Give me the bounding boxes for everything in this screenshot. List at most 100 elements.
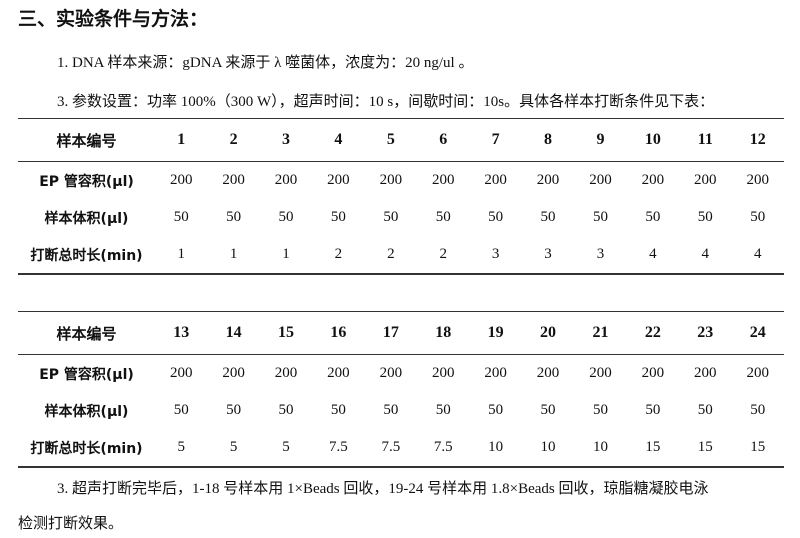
cell-value: 200 — [169, 172, 193, 188]
cell-value: 200 — [431, 365, 455, 381]
cell-value: 200 — [746, 365, 769, 381]
cell-value: 50 — [750, 209, 766, 225]
sample-id: 17 — [364, 311, 418, 355]
cell-value: 3 — [544, 246, 552, 262]
cell-value: 50 — [645, 402, 661, 418]
cell-value: 200 — [589, 172, 612, 188]
cell-value: 200 — [641, 172, 665, 188]
row-label: 样本体积(μl) — [44, 403, 129, 420]
cell-value: 50 — [173, 209, 189, 225]
cell-value: 50 — [488, 402, 504, 418]
table-header-row: 样本编号 1 2 3 4 5 6 7 8 9 10 11 12 — [18, 118, 784, 162]
cell-value: 50 — [750, 402, 766, 418]
cell-value: 10 — [540, 439, 556, 455]
conditions-table-2: 样本编号 13 14 15 16 17 18 19 20 21 22 23 24 EP 管容积(μl) 20… — [18, 311, 784, 468]
cell-value: 7.5 — [433, 439, 453, 455]
cell-value: 50 — [435, 209, 451, 225]
cell-value: 4 — [753, 246, 762, 262]
cell-value: 200 — [694, 365, 717, 381]
row-label: EP 管容积(μl) — [39, 173, 134, 190]
cell-value: 200 — [641, 365, 665, 381]
cell-value: 50 — [226, 402, 242, 418]
sample-id: 24 — [731, 311, 784, 355]
cell-value: 50 — [383, 402, 399, 418]
cell-value: 200 — [169, 365, 193, 381]
cell-value: 200 — [222, 365, 245, 381]
cell-value: 50 — [226, 209, 242, 225]
cell-value: 50 — [540, 402, 556, 418]
cell-value: 2 — [387, 246, 395, 262]
cell-value: 5 — [229, 439, 238, 455]
table-row: 样本体积(μl) 50 50 50 50 50 50 50 50 50 50 50 50 — [18, 199, 784, 236]
sample-id: 9 — [574, 118, 627, 162]
sample-id: 7 — [469, 118, 522, 162]
sample-id: 22 — [626, 311, 680, 355]
table-row: EP 管容积(μl) 200 200 200 200 200 200 200 200 200 200… — [18, 162, 784, 200]
cell-value: 50 — [383, 209, 399, 225]
cell-value: 200 — [379, 365, 403, 381]
sample-id: 12 — [731, 118, 784, 162]
cell-value: 50 — [592, 402, 608, 418]
row-label: 样本体积(μl) — [44, 210, 129, 227]
sample-id: 8 — [521, 118, 575, 162]
sample-id: 10 — [626, 118, 680, 162]
cell-value: 50 — [592, 209, 608, 225]
cell-value: 50 — [278, 209, 294, 225]
cell-value: 200 — [484, 365, 507, 381]
conditions-table-1: 样本编号 1 2 3 4 5 6 7 8 9 10 11 12 EP 管容积(μl) 200 200 200 20… — [18, 118, 784, 275]
sample-id: 20 — [521, 311, 575, 355]
sample-id: 19 — [469, 311, 522, 355]
cell-value: 50 — [173, 402, 189, 418]
cell-value: 50 — [697, 209, 713, 225]
cell-value: 50 — [540, 209, 556, 225]
row-label: 打断总时长(min) — [30, 247, 143, 264]
cell-value: 200 — [589, 365, 612, 381]
cell-value: 4 — [701, 246, 710, 262]
cell-value: 15 — [750, 439, 766, 455]
sample-id: 21 — [574, 311, 627, 355]
sample-id: 6 — [417, 118, 470, 162]
table-row: EP 管容积(μl) 200 200 200 200 200 200 200 200 200 200… — [18, 355, 784, 393]
sample-id: 15 — [259, 311, 313, 355]
cell-value: 50 — [645, 209, 661, 225]
sample-id: 23 — [679, 311, 732, 355]
cell-value: 1 — [282, 246, 290, 262]
cell-value: 1 — [229, 246, 238, 262]
cell-value: 200 — [274, 172, 298, 188]
row-label: 打断总时长(min) — [30, 440, 143, 457]
sample-id: 2 — [207, 118, 260, 162]
section-title: 三、实验条件与方法： — [18, 8, 209, 30]
table-row: 样本体积(μl) 50 50 50 50 50 50 50 50 50 50 50 50 — [18, 392, 784, 429]
cell-value: 50 — [330, 402, 346, 418]
sample-id: 16 — [312, 311, 365, 355]
cell-value: 4 — [649, 246, 657, 262]
cell-value: 10 — [488, 439, 504, 455]
paragraph-parameters: 3. 参数设置：功率 100%（300 W），超声时间：10 s，间歇时间：10… — [57, 94, 715, 110]
cell-value: 2 — [439, 246, 447, 262]
sample-id: 18 — [417, 311, 470, 355]
table-header-row: 样本编号 13 14 15 16 17 18 19 20 21 22 23 24 — [18, 311, 784, 355]
cell-value: 50 — [278, 402, 294, 418]
cell-value: 200 — [274, 365, 298, 381]
cell-value: 2 — [334, 246, 343, 262]
cell-value: 50 — [488, 209, 504, 225]
table-row: 打断总时长(min) 1 1 1 2 2 2 3 3 3 4 4 4 — [18, 236, 784, 274]
cell-value: 5 — [177, 439, 185, 455]
paragraph-recovery: 3. 超声打断完毕后，1-18 号样本用 1×Beads 回收，19-24 号样… — [57, 481, 709, 497]
cell-value: 10 — [592, 439, 608, 455]
paragraph-recovery-cont: 检测打断效果。 — [18, 516, 124, 532]
sample-id: 4 — [312, 118, 365, 162]
row-label: EP 管容积(μl) — [39, 366, 134, 383]
cell-value: 200 — [694, 172, 717, 188]
cell-value: 3 — [596, 246, 605, 262]
sample-id: 5 — [364, 118, 418, 162]
sample-id: 11 — [679, 118, 732, 162]
cell-value: 200 — [536, 172, 560, 188]
cell-value: 1 — [177, 246, 185, 262]
cell-value: 200 — [484, 172, 507, 188]
cell-value: 7.5 — [329, 439, 348, 455]
cell-value: 200 — [222, 172, 245, 188]
table-row: 打断总时长(min) 5 5 5 7.5 7.5 7.5 10 10 10 15 15 15 — [18, 429, 784, 467]
cell-value: 15 — [645, 439, 661, 455]
cell-value: 200 — [379, 172, 403, 188]
